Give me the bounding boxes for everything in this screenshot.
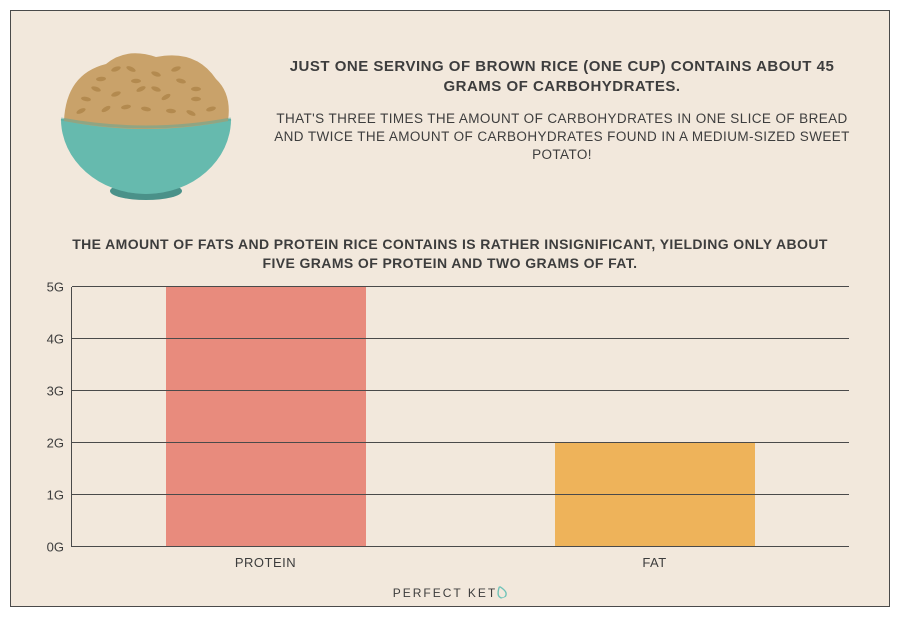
chart-y-tick-label: 1G — [47, 487, 72, 502]
chart-bars — [72, 287, 849, 547]
perfect-keto-logo: PERFECT KET — [11, 585, 889, 600]
chart-gridline — [72, 442, 849, 443]
chart-gridline — [72, 338, 849, 339]
chart-bar-slot — [461, 287, 850, 547]
chart-y-tick-label: 4G — [47, 331, 72, 346]
chart-gridline — [72, 390, 849, 391]
bar-chart: 0G1G2G3G4G5G PROTEINFAT — [71, 287, 849, 570]
chart-x-labels: PROTEINFAT — [71, 555, 849, 570]
chart-gridline — [72, 546, 849, 547]
headline: JUST ONE SERVING OF BROWN RICE (ONE CUP)… — [271, 57, 853, 98]
chart-gridline — [72, 494, 849, 495]
logo-text-primary: PERFECT — [393, 586, 463, 600]
rice-bowl-icon — [46, 39, 246, 209]
chart-bar — [166, 287, 366, 547]
chart-x-tick-label: FAT — [460, 555, 849, 570]
logo-text-secondary: KET — [468, 586, 497, 600]
chart-y-tick-label: 3G — [47, 383, 72, 398]
infographic-canvas: JUST ONE SERVING OF BROWN RICE (ONE CUP)… — [10, 10, 890, 607]
chart-bar-slot — [72, 287, 461, 547]
chart-x-tick-label: PROTEIN — [71, 555, 460, 570]
chart-y-tick-label: 2G — [47, 435, 72, 450]
chart-gridline — [72, 286, 849, 287]
header-text: JUST ONE SERVING OF BROWN RICE (ONE CUP)… — [251, 39, 853, 209]
rice-bowl-illustration — [41, 39, 251, 209]
chart-plot-area: 0G1G2G3G4G5G — [71, 287, 849, 547]
header-row: JUST ONE SERVING OF BROWN RICE (ONE CUP)… — [11, 11, 889, 209]
chart-y-tick-label: 0G — [47, 539, 72, 554]
chart-title: THE AMOUNT OF FATS AND PROTEIN RICE CONT… — [61, 235, 839, 273]
chart-y-tick-label: 5G — [47, 279, 72, 294]
subhead: THAT'S THREE TIMES THE AMOUNT OF CARBOHY… — [271, 110, 853, 165]
chart-bar — [555, 443, 755, 547]
